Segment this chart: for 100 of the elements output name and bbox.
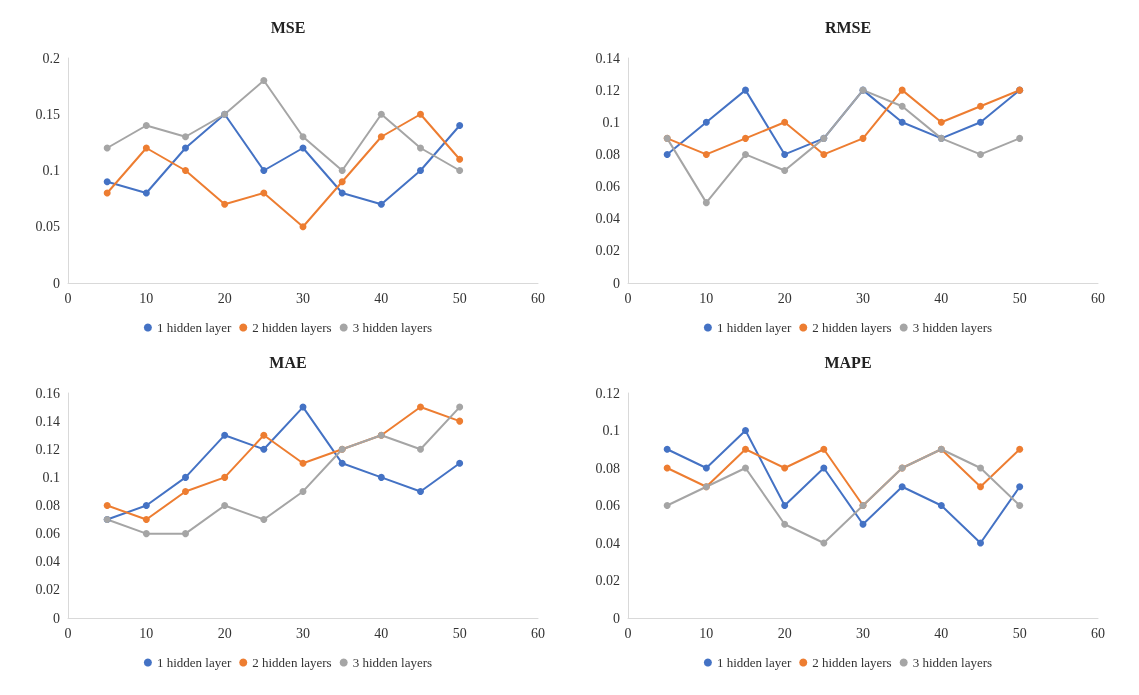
point [456,155,464,163]
point [456,403,464,411]
x-tick-label: 30 [856,625,870,641]
point [898,118,906,126]
y-tick-label: 0.06 [35,526,60,542]
point [702,199,710,207]
x-tick-label: 0 [624,290,632,306]
point [260,167,268,174]
x-tick-label: 60 [1091,625,1105,641]
x-tick-label: 60 [531,625,545,641]
point [299,459,307,467]
point [742,464,749,472]
point [221,431,229,439]
point [859,134,867,142]
point [781,118,789,126]
point [377,133,385,141]
x-tick-label: 40 [374,290,389,306]
x-tick-label: 50 [452,290,467,306]
y-tick-label: 0.12 [35,441,60,457]
point [663,150,671,158]
legend-label: 3 hidden layers [352,320,433,335]
point [781,520,789,528]
point [781,167,789,174]
x-tick-label: 10 [699,625,714,641]
point [182,133,189,141]
y-tick-label: 0 [613,275,620,291]
legend-label: 1 hidden layer [156,655,232,670]
x-tick-label: 20 [777,290,792,306]
x-tick-label: 60 [1091,290,1105,306]
legend-label: 1 hidden layer [716,320,792,335]
point [1016,445,1024,453]
point [977,539,984,547]
y-tick-label: 0.08 [35,498,60,513]
y-tick-label: 0.06 [595,179,620,195]
y-tick-label: 0.06 [595,498,620,513]
point [182,530,189,538]
y-tick-label: 0.02 [595,243,620,259]
x-tick-label: 40 [374,625,389,641]
y-tick-label: 0 [53,275,60,291]
point [299,133,307,141]
x-tick-label: 50 [452,625,467,641]
point [221,502,229,509]
point [1016,483,1024,491]
point [142,122,150,129]
x-tick-label: 20 [217,625,232,641]
point [417,403,424,411]
point [977,150,984,158]
y-tick-label: 0.08 [595,146,620,162]
x-tick-label: 10 [139,290,154,306]
x-tick-label: 40 [934,625,949,641]
y-tick-label: 0.1 [42,469,60,485]
point [781,502,789,509]
point [338,178,346,186]
point [977,483,984,491]
point [142,144,150,152]
point [781,464,789,472]
point [820,445,828,453]
legend-label: 2 hidden layers [812,655,892,670]
point [1016,134,1024,142]
point [898,102,906,110]
y-tick-label: 0 [613,610,620,626]
point [702,464,710,472]
point [781,150,789,158]
point [182,473,189,481]
point [417,144,424,152]
chart-title: MAE [269,353,307,371]
legend-label: 2 hidden layers [252,655,332,670]
x-tick-label: 0 [64,290,72,306]
point [142,530,150,538]
point [742,150,749,158]
point [898,86,906,94]
point [142,516,150,524]
legend-label: 1 hidden layer [156,320,232,335]
y-tick-label: 0.05 [35,219,60,235]
point [103,502,111,509]
x-tick-label: 10 [139,625,154,641]
point [338,167,346,174]
y-tick-label: 0.04 [35,554,60,570]
x-tick-label: 60 [531,290,545,306]
point [742,134,749,142]
x-tick-label: 10 [699,290,714,306]
chart-title: RMSE [824,18,872,36]
point [702,150,710,158]
point [417,110,424,118]
x-tick-label: 30 [296,290,310,306]
point [182,487,189,495]
x-tick-label: 50 [1012,625,1027,641]
point [1016,502,1024,509]
point [456,122,464,129]
y-tick-label: 0 [53,610,60,626]
x-tick-label: 0 [64,625,72,641]
point [417,487,424,495]
point [103,178,111,186]
point [937,502,945,509]
legend-label: 2 hidden layers [252,320,332,335]
point [142,502,150,509]
point [456,459,464,467]
y-tick-label: 0.08 [595,460,620,476]
point [742,427,749,434]
x-tick-label: 50 [1012,290,1027,306]
